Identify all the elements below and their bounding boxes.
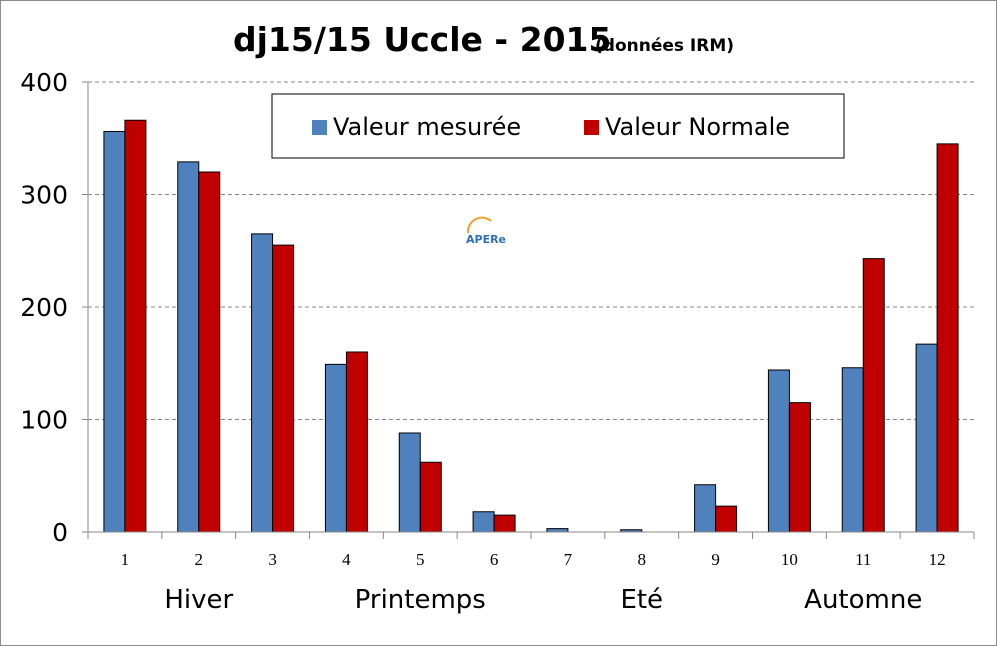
bar-measured-7 [546, 528, 569, 533]
bar-measured-12 [915, 343, 938, 533]
season-labels: Hiver Printemps Eté Automne [164, 585, 922, 615]
bar-measured-2 [177, 161, 200, 533]
gridlines [88, 81, 974, 420]
bar-measured-1 [103, 131, 126, 533]
bar-measured-9 [694, 484, 717, 533]
bar-normal-6 [493, 514, 516, 533]
x-tick-label: 5 [416, 550, 425, 569]
bar-normal-3 [272, 244, 295, 533]
bar-measured-4 [324, 363, 347, 533]
x-tick-label: 1 [121, 550, 130, 569]
legend-label-measured: Valeur mesurée [333, 113, 521, 141]
bar-measured-10 [767, 369, 790, 533]
y-tick-labels: 0 100 200 300 400 [20, 68, 68, 547]
bar-normal-4 [345, 351, 368, 533]
bar-measured-3 [251, 233, 274, 533]
y-tick-label: 200 [20, 293, 68, 322]
bar-normal-5 [419, 461, 442, 533]
bar-normal-2 [198, 171, 221, 533]
season-label: Hiver [164, 585, 233, 615]
x-tick-labels: 1 2 3 4 5 6 7 8 9 10 11 12 [121, 550, 946, 569]
chart-subtitle: (données IRM) [595, 36, 734, 56]
logo-text: APERe [466, 233, 506, 246]
bar-normal-1 [124, 119, 147, 533]
x-tick-label: 3 [268, 550, 277, 569]
y-tick-label: 0 [52, 518, 68, 547]
season-label: Automne [804, 585, 922, 615]
apere-logo: APERe [466, 216, 506, 246]
bar-normal-9 [715, 505, 738, 533]
x-tick-label: 7 [564, 550, 573, 569]
legend: Valeur mesurée Valeur Normale [271, 93, 845, 159]
bar-measured-11 [841, 367, 864, 533]
x-tick-label: 4 [342, 550, 351, 569]
season-label: Printemps [355, 585, 486, 615]
legend-box [271, 93, 845, 159]
x-tick-label: 2 [195, 550, 204, 569]
bar-measured-6 [472, 511, 495, 533]
legend-swatch-measured [312, 120, 327, 135]
y-tick-label: 400 [20, 68, 68, 97]
season-label: Eté [620, 585, 663, 615]
x-tick-label: 6 [490, 550, 499, 569]
x-tick-label: 10 [781, 550, 798, 569]
bar-normal-11 [862, 258, 885, 533]
x-tick-label: 8 [638, 550, 647, 569]
bar-measured-5 [398, 432, 421, 533]
axes [82, 81, 975, 539]
y-tick-label: 100 [20, 406, 68, 435]
y-tick-label: 300 [20, 181, 68, 210]
bar-normal-10 [788, 402, 811, 533]
bars [103, 119, 959, 533]
x-tick-label: 11 [855, 550, 871, 569]
x-tick-label: 9 [711, 550, 720, 569]
bar-normal-12 [936, 143, 959, 533]
logo-arc [466, 216, 492, 234]
legend-swatch-normal [584, 120, 599, 135]
chart-title: dj15/15 Uccle - 2015 [233, 20, 611, 59]
legend-label-normal: Valeur Normale [605, 113, 790, 141]
x-tick-label: 12 [929, 550, 946, 569]
